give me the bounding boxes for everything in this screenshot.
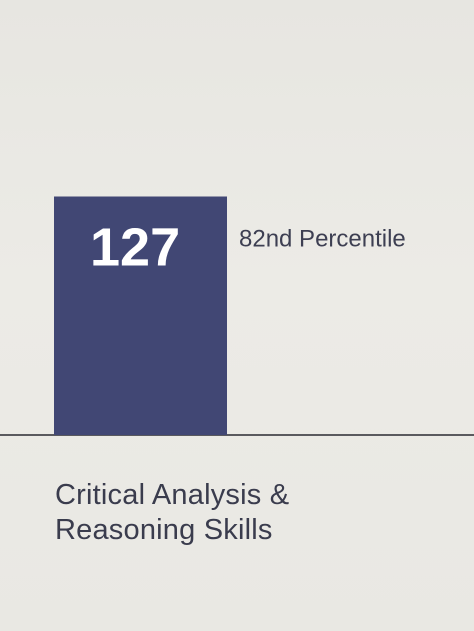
score-bar [54, 196, 227, 435]
category-label-line-1: Critical Analysis & [55, 479, 290, 511]
percentile-annotation: 82nd Percentile [239, 226, 406, 253]
category-label-line-2: Reasoning Skills [55, 514, 273, 546]
category-label: Critical Analysis & Reasoning Skills [55, 478, 385, 548]
score-value-label: 127 [90, 218, 180, 278]
